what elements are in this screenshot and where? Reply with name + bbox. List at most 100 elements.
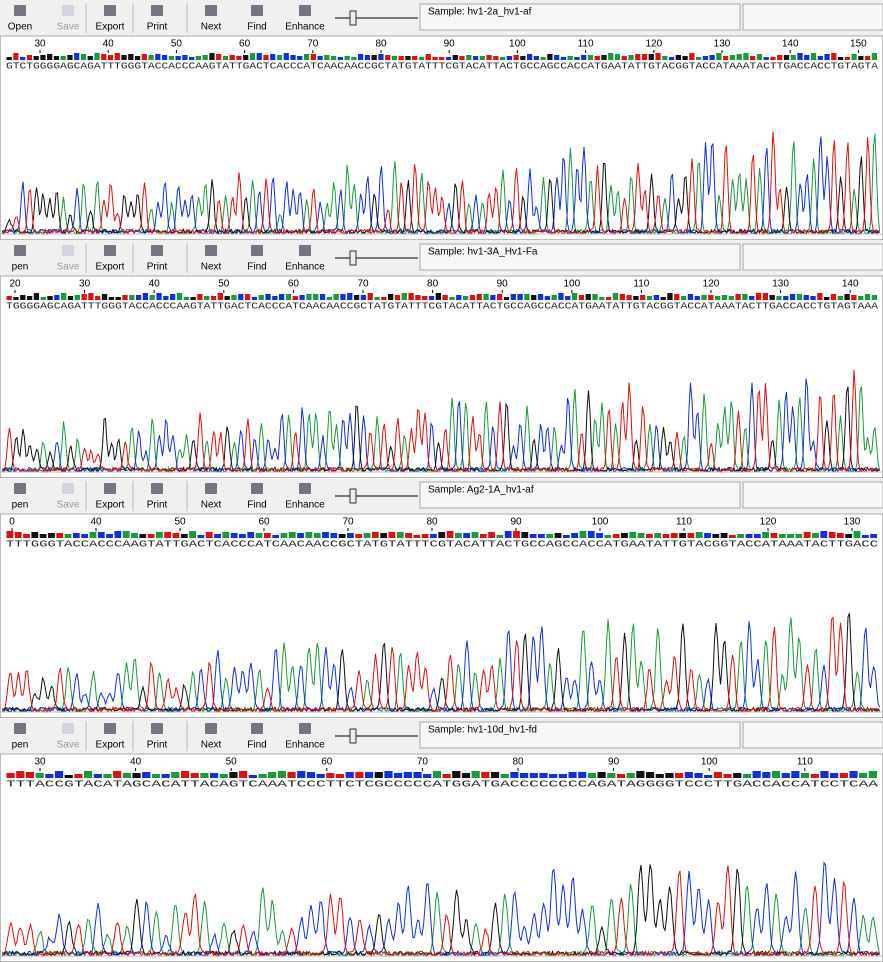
- quality-bar: [422, 534, 429, 538]
- quality-bar: [317, 56, 322, 60]
- quality-bar: [737, 534, 744, 538]
- toolbar-button-label[interactable]: Save: [57, 740, 80, 751]
- toolbar-button-label[interactable]: pen: [12, 262, 29, 273]
- quality-bar: [31, 532, 38, 538]
- toolbar-button-label[interactable]: pen: [12, 740, 29, 751]
- quality-bar: [574, 57, 579, 60]
- toolbar-button-label[interactable]: Find: [247, 262, 266, 273]
- quality-bar: [571, 533, 578, 538]
- quality-bar: [143, 293, 148, 300]
- quality-bar: [56, 533, 63, 538]
- toolbar-button-label[interactable]: pen: [12, 500, 29, 511]
- quality-bar: [466, 55, 471, 60]
- quality-bar: [230, 55, 235, 60]
- quality-bar: [554, 55, 559, 60]
- quality-bar: [190, 297, 195, 300]
- quality-bar: [162, 55, 167, 60]
- quality-bar: [148, 534, 155, 538]
- toolbar-button-label[interactable]: Find: [247, 22, 266, 33]
- quality-bar: [779, 534, 786, 538]
- quality-bar: [34, 56, 39, 60]
- quality-bar: [423, 774, 431, 778]
- quality-bar: [865, 56, 870, 60]
- quality-bar: [654, 533, 661, 538]
- toolbar-icon: [104, 483, 116, 494]
- quality-bar: [665, 773, 673, 778]
- quality-bar: [128, 54, 133, 60]
- toolbar-button-label[interactable]: Export: [96, 500, 125, 511]
- quality-bar: [580, 531, 587, 538]
- status-box: [743, 482, 883, 508]
- toolbar-button-label[interactable]: Export: [96, 262, 125, 273]
- quality-bar: [685, 772, 693, 778]
- quality-bar: [74, 53, 79, 60]
- quality-bar: [243, 55, 248, 60]
- toolbar-button-label[interactable]: Next: [201, 262, 222, 273]
- quality-bar: [7, 531, 14, 538]
- quality-bar: [804, 295, 809, 300]
- quality-bar: [858, 296, 863, 300]
- toolbar-icon: [299, 723, 311, 734]
- quality-bar: [837, 533, 844, 538]
- toolbar-button-label[interactable]: Open: [8, 22, 32, 33]
- quality-bar: [640, 295, 645, 300]
- toolbar-button-label[interactable]: Enhance: [285, 262, 325, 273]
- quality-bar: [372, 55, 377, 60]
- toolbar-button-label[interactable]: Enhance: [285, 500, 325, 511]
- toolbar-button-label[interactable]: Export: [96, 22, 125, 33]
- slider-thumb[interactable]: [350, 489, 356, 503]
- quality-bar: [682, 56, 687, 60]
- quality-bar: [521, 532, 528, 538]
- toolbar-icon: [151, 5, 163, 16]
- toolbar-button-label[interactable]: Print: [147, 22, 168, 33]
- slider-thumb[interactable]: [350, 11, 356, 25]
- toolbar-button-label[interactable]: Find: [247, 500, 266, 511]
- toolbar-button-label[interactable]: Enhance: [285, 22, 325, 33]
- quality-bar: [844, 294, 849, 300]
- toolbar-button-label[interactable]: Next: [201, 740, 222, 751]
- toolbar-button-label[interactable]: Export: [96, 740, 125, 751]
- ruler-number: 0: [9, 517, 15, 528]
- quality-bar: [601, 55, 606, 60]
- quality-bar: [98, 532, 105, 538]
- quality-bar: [456, 295, 461, 300]
- ruler-number: 40: [90, 517, 102, 528]
- quality-bar: [365, 772, 373, 778]
- slider-thumb[interactable]: [350, 729, 356, 743]
- quality-bar: [293, 296, 298, 300]
- quality-bar: [763, 293, 768, 300]
- toolbar-button-label[interactable]: Save: [57, 500, 80, 511]
- quality-bar: [558, 293, 563, 300]
- quality-bar: [681, 296, 686, 300]
- quality-bar: [374, 297, 379, 300]
- toolbar-button-label[interactable]: Enhance: [285, 740, 325, 751]
- toolbar-button-label[interactable]: Print: [147, 500, 168, 511]
- toolbar-icon: [251, 483, 263, 494]
- quality-bar: [239, 771, 247, 778]
- quality-bar: [74, 774, 82, 778]
- toolbar-button-label[interactable]: Next: [201, 22, 222, 33]
- quality-bar: [493, 56, 498, 60]
- ruler-number: 70: [307, 39, 319, 50]
- toolbar-button-label[interactable]: Print: [147, 262, 168, 273]
- slider-thumb[interactable]: [350, 251, 356, 265]
- quality-bar: [229, 772, 237, 778]
- toolbar-button-label[interactable]: Save: [57, 22, 80, 33]
- quality-bar: [94, 53, 99, 60]
- quality-bar: [455, 533, 462, 538]
- quality-bar: [791, 771, 799, 778]
- quality-bar: [75, 295, 80, 300]
- quality-bar: [588, 531, 595, 538]
- quality-bar: [510, 772, 518, 778]
- quality-bar: [413, 772, 421, 778]
- quality-bar: [412, 56, 417, 60]
- quality-bar: [642, 54, 647, 60]
- quality-bar: [164, 532, 171, 538]
- toolbar-button-label[interactable]: Print: [147, 740, 168, 751]
- quality-bar: [552, 295, 557, 300]
- toolbar-icon: [299, 5, 311, 16]
- quality-bar: [368, 293, 373, 300]
- toolbar-button-label[interactable]: Next: [201, 500, 222, 511]
- toolbar-button-label[interactable]: Save: [57, 262, 80, 273]
- toolbar-button-label[interactable]: Find: [247, 740, 266, 751]
